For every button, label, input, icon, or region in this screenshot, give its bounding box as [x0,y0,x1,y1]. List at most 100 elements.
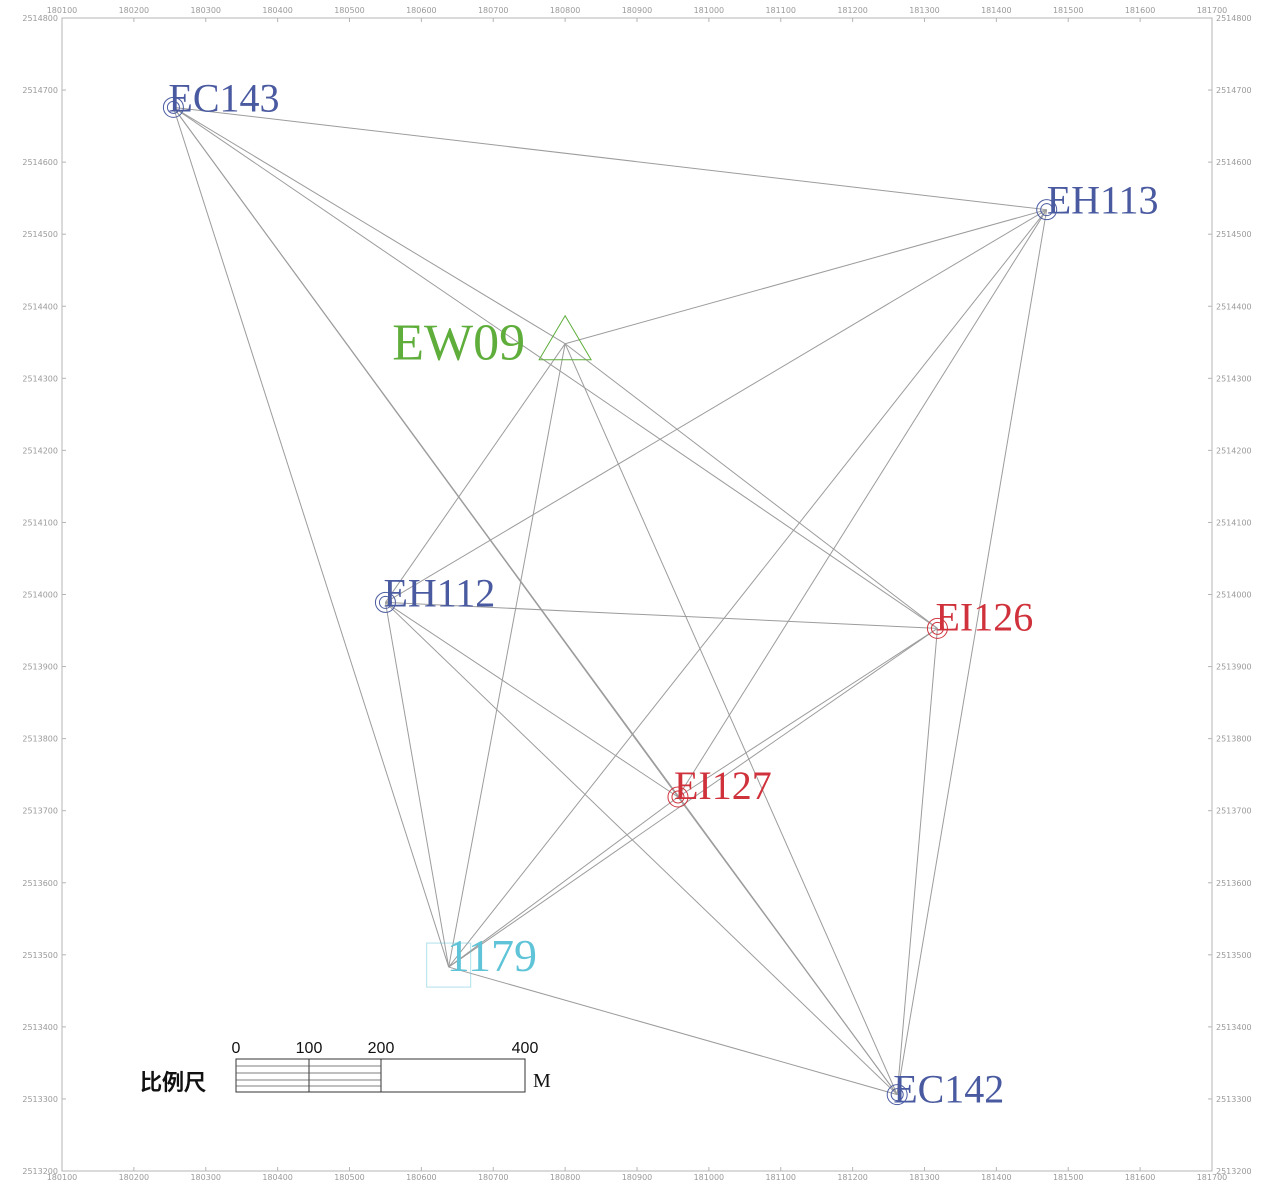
x-tick-label: 181400 [981,1173,1012,1182]
station-symbol-outer [926,617,948,639]
station-symbol-triangle [538,314,593,361]
y-tick-label: 2514600 [22,158,58,167]
network-line [896,628,938,1095]
x-tick-label: 181700 [1197,1173,1228,1182]
station-ei126: EI126 [926,594,1033,639]
network-line [385,601,938,629]
station-ew09: EW09 [392,314,593,372]
y-tick-label: 2514600 [1216,158,1252,167]
x-tick-label: 181000 [694,6,725,15]
scale-bar-label-200: 200 [368,1040,395,1057]
station-symbol-inner [166,100,180,114]
network-line [173,106,566,345]
station-label: EW09 [392,315,525,372]
y-tick-label: 2513600 [1216,879,1252,888]
x-tick-label: 181200 [837,1173,868,1182]
station-symbol-inner [1040,203,1054,217]
left-axis-ticks: 2514800 2514700 2514600 2514500 2514400 25143… [22,14,66,1176]
station-symbol-inner [378,595,392,609]
y-tick-label: 2514500 [22,230,58,239]
y-tick-label: 2513200 [22,1167,58,1176]
x-tick-label: 181500 [1053,6,1084,15]
station-ec143: EC143 [162,75,280,120]
y-tick-label: 2513200 [1216,1167,1252,1176]
scale-bar-label-100: 100 [296,1040,323,1057]
scale-bar-label-400: 400 [512,1040,539,1057]
x-tick-label: 181600 [1125,6,1156,15]
x-tick-label: 180900 [622,1173,653,1182]
x-tick-label: 180300 [190,1173,221,1182]
network-line [173,106,1047,211]
station-symbol-outer [374,591,396,613]
x-tick-label: 180400 [262,1173,293,1182]
network-line [385,209,1047,603]
y-tick-label: 2514100 [1216,518,1252,527]
x-tick-label: 180100 [47,1173,78,1182]
y-tick-label: 2513700 [22,807,58,816]
station-symbol-outer [162,96,184,118]
network-line [448,209,1048,968]
network-line [448,966,898,1096]
x-tick-label: 180200 [119,6,150,15]
x-tick-label: 180800 [550,6,581,15]
y-tick-label: 2514700 [1216,86,1252,95]
y-tick-label: 2514400 [1216,302,1252,311]
x-tick-label: 180600 [406,6,437,15]
x-tick-label: 181200 [837,6,868,15]
network-lines [172,106,1048,1096]
network-line [564,343,938,629]
y-tick-label: 2514000 [1216,591,1252,600]
station-label: EI127 [674,763,772,808]
y-tick-label: 2513300 [1216,1095,1252,1104]
network-line [677,796,898,1095]
network-line [448,796,679,968]
x-tick-label: 181100 [765,6,796,15]
network-line [384,602,450,968]
network-line [448,627,938,968]
x-tick-label: 180500 [334,1173,365,1182]
x-tick-label: 181000 [694,1173,725,1182]
station-eh113: EH113 [1036,178,1159,223]
x-tick-label: 180300 [190,6,221,15]
y-tick-label: 2513500 [22,951,58,960]
station-symbol-outer [886,1084,908,1106]
y-tick-label: 2513900 [22,663,58,672]
y-tick-label: 2514000 [22,591,58,600]
station-markers: EC143 EH113 EW09 EH112 EI126 EI127 1179 EC142 [162,75,1159,1112]
right-axis-ticks: 2514800 2514700 2514600 2514500 2514400 25143… [1208,14,1252,1176]
x-tick-label: 180400 [262,6,293,15]
network-line [385,343,566,603]
station-eh112: EH112 [374,570,495,615]
scale-bar: 比例尺 0 100 200 400 M [140,1040,551,1096]
y-tick-label: 2514100 [22,518,58,527]
network-line [172,107,450,968]
x-tick-label: 180500 [334,6,365,15]
x-tick-label: 180800 [550,1173,581,1182]
bottom-axis-ticks: 180100 180200 180300 180400 180500 180600 1807… [47,1167,1228,1182]
network-line [677,209,1048,798]
x-tick-label: 180200 [119,1173,150,1182]
y-tick-label: 2513900 [1216,663,1252,672]
y-tick-label: 2514200 [1216,446,1252,455]
station-ec142: EC142 [886,1067,1004,1112]
network-line [448,343,566,968]
x-tick-label: 180600 [406,1173,437,1182]
network-line [385,602,679,798]
y-tick-label: 2514800 [1216,14,1252,23]
station-symbol-outer [1036,199,1058,221]
y-tick-label: 2514300 [1216,374,1252,383]
station-symbol-inner [890,1088,904,1102]
x-tick-label: 181400 [981,6,1012,15]
y-tick-label: 2514700 [22,86,58,95]
x-tick-label: 180700 [478,1173,509,1182]
x-tick-label: 181500 [1053,1173,1084,1182]
station-label: EC142 [893,1067,1004,1112]
network-line [385,602,898,1095]
y-tick-label: 2514200 [22,446,58,455]
y-tick-label: 2514500 [1216,230,1252,239]
station-label: 1179 [447,930,537,981]
station-symbol-inner [671,790,685,804]
network-line [677,627,938,798]
network-line [896,209,1048,1095]
